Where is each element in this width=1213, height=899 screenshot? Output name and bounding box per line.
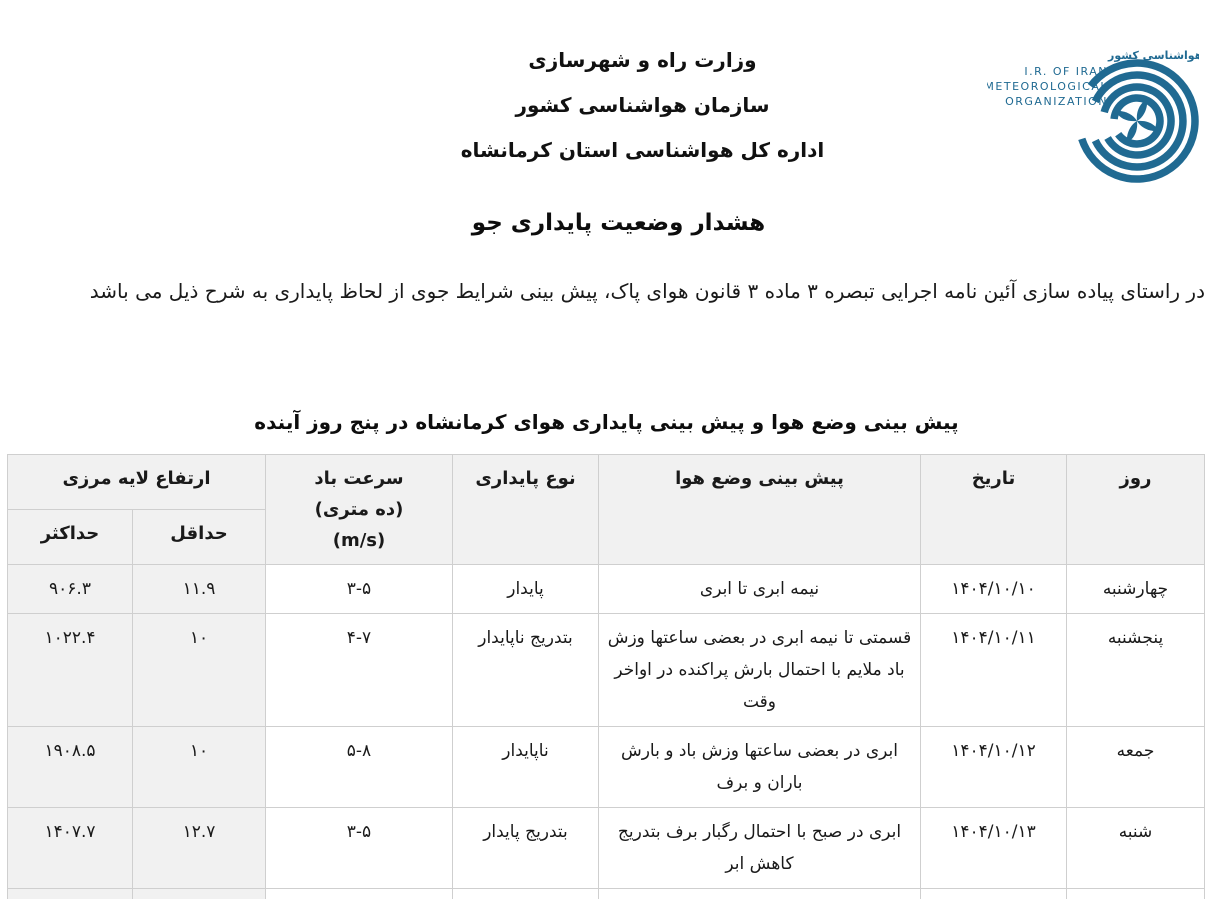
cell-date: ۱۴۰۴/۱۰/۱۲ (920, 726, 1067, 808)
cell-stability: ناپایدار (452, 726, 599, 808)
cell-date: ۱۴۰۴/۱۰/۱۰ (920, 564, 1067, 614)
logo-latin-line3: ORGANIZATION (1005, 95, 1108, 108)
letterhead-provincial-office: اداره کل هواشناسی استان کرمانشاه (460, 138, 825, 162)
cell-max: ۱۰۲۲.۴ (7, 613, 133, 727)
cell-forecast: نیمه ابری تا ابری (598, 564, 921, 614)
cell-date: ۱۴۰۴/۱۰/۱۳ (920, 807, 1067, 889)
header-wind-speed: سرعت باد (ده متری) (m/s) (265, 454, 453, 565)
logo-latin-line1: I.R. OF IRAN (1024, 65, 1108, 78)
table-row: جمعه ۱۴۰۴/۱۰/۱۲ ابری در بعضی ساعتها وزش … (7, 726, 1205, 808)
cell-stability: بتدریج پایدار (452, 807, 599, 889)
table-row: پنجشنبه ۱۴۰۴/۱۰/۱۱ قسمتی تا نیمه ابری در… (7, 613, 1205, 727)
forecast-table-caption: پیش بینی وضع هوا و پیش بینی پایداری هوای… (254, 410, 959, 434)
intro-paragraph: در راستای پیاده سازی آئین نامه اجرایی تب… (89, 279, 1205, 303)
cell-forecast: ابری در صبح با احتمال رگبار برف بتدریج ک… (598, 807, 921, 889)
cell-forecast: صاف تا کمی ابری در صبح مه رقیق (598, 888, 921, 899)
header-wind-unit: (m/s) (332, 530, 386, 551)
header-max: حداکثر (7, 509, 133, 565)
cell-day: پنجشنبه (1066, 613, 1205, 727)
letterhead-ministry: وزارت راه و شهرسازی (528, 48, 757, 72)
cell-day: شنبه (1066, 807, 1205, 889)
cell-stability: پایدار (452, 564, 599, 614)
cell-day: جمعه (1066, 726, 1205, 808)
header-wind-line1: سرعت باد (314, 468, 404, 489)
cell-min: ۱۰ (132, 613, 266, 727)
cell-wind: ۳-۵ (265, 564, 453, 614)
cell-wind: ۳-۵ (265, 888, 453, 899)
cell-min: ۱۲.۷ (132, 807, 266, 889)
header-day: روز (1066, 454, 1205, 565)
letterhead: وزارت راه و شهرسازی سازمان هواشناسی کشور… (72, 38, 1213, 173)
cell-max: ۹۰۶.۳ (7, 564, 133, 614)
logo-spiral-icon (1078, 59, 1199, 183)
cell-min: ۱۱.۹ (132, 564, 266, 614)
cell-stability: پایدار (452, 888, 599, 899)
cell-wind: ۵-۸ (265, 726, 453, 808)
logo-latin-line2: METEOROLOGICAL (987, 80, 1108, 93)
header-wind-line2: (ده متری) (314, 499, 404, 520)
logo-persian-name: سازمان هواشناسی کشور (1107, 49, 1199, 62)
forecast-table: روز تاریخ پیش بینی وضع هوا نوع پایداری س… (7, 454, 1205, 899)
cell-min: ۱۶.۳ (132, 888, 266, 899)
cell-max: ۱۴۰۷.۷ (7, 807, 133, 889)
letterhead-organization: سازمان هواشناسی کشور (515, 93, 770, 117)
logo-pinwheel-icon (1115, 99, 1159, 143)
cell-date: ۱۴۰۴/۱۰/۱۴ (920, 888, 1067, 899)
table-row: شنبه ۱۴۰۴/۱۰/۱۳ ابری در صبح با احتمال رگ… (7, 807, 1205, 889)
table-row: چهارشنبه ۱۴۰۴/۱۰/۱۰ نیمه ابری تا ابری پا… (7, 564, 1205, 614)
header-stability: نوع پایداری (452, 454, 599, 565)
cell-date: ۱۴۰۴/۱۰/۱۱ (920, 613, 1067, 727)
cell-forecast: ابری در بعضی ساعتها وزش باد و بارش باران… (598, 726, 921, 808)
cell-min: ۱۰ (132, 726, 266, 808)
cell-max: ۱۹۰۸.۵ (7, 726, 133, 808)
header-boundary-layer: ارتفاع لایه مرزی (7, 454, 266, 510)
header-forecast: پیش بینی وضع هوا (598, 454, 921, 565)
header-min: حداقل (132, 509, 266, 565)
cell-max: ۱۵۶۱ (7, 888, 133, 899)
cell-wind: ۳-۵ (265, 807, 453, 889)
header-date: تاریخ (920, 454, 1067, 565)
page-title: هشدار وضعیت پایداری جو (471, 210, 766, 236)
cell-stability: بتدریج ناپایدار (452, 613, 599, 727)
cell-day: چهارشنبه (1066, 564, 1205, 614)
cell-wind: ۴-۷ (265, 613, 453, 727)
cell-forecast: قسمتی تا نیمه ابری در بعضی ساعتها وزش با… (598, 613, 921, 727)
table-row: یکشنبه ۱۴۰۴/۱۰/۱۴ صاف تا کمی ابری در صبح… (7, 888, 1205, 899)
cell-day: یکشنبه (1066, 888, 1205, 899)
irimo-logo: سازمان هواشناسی کشور I.R. OF IRAN METEOR… (987, 33, 1199, 193)
